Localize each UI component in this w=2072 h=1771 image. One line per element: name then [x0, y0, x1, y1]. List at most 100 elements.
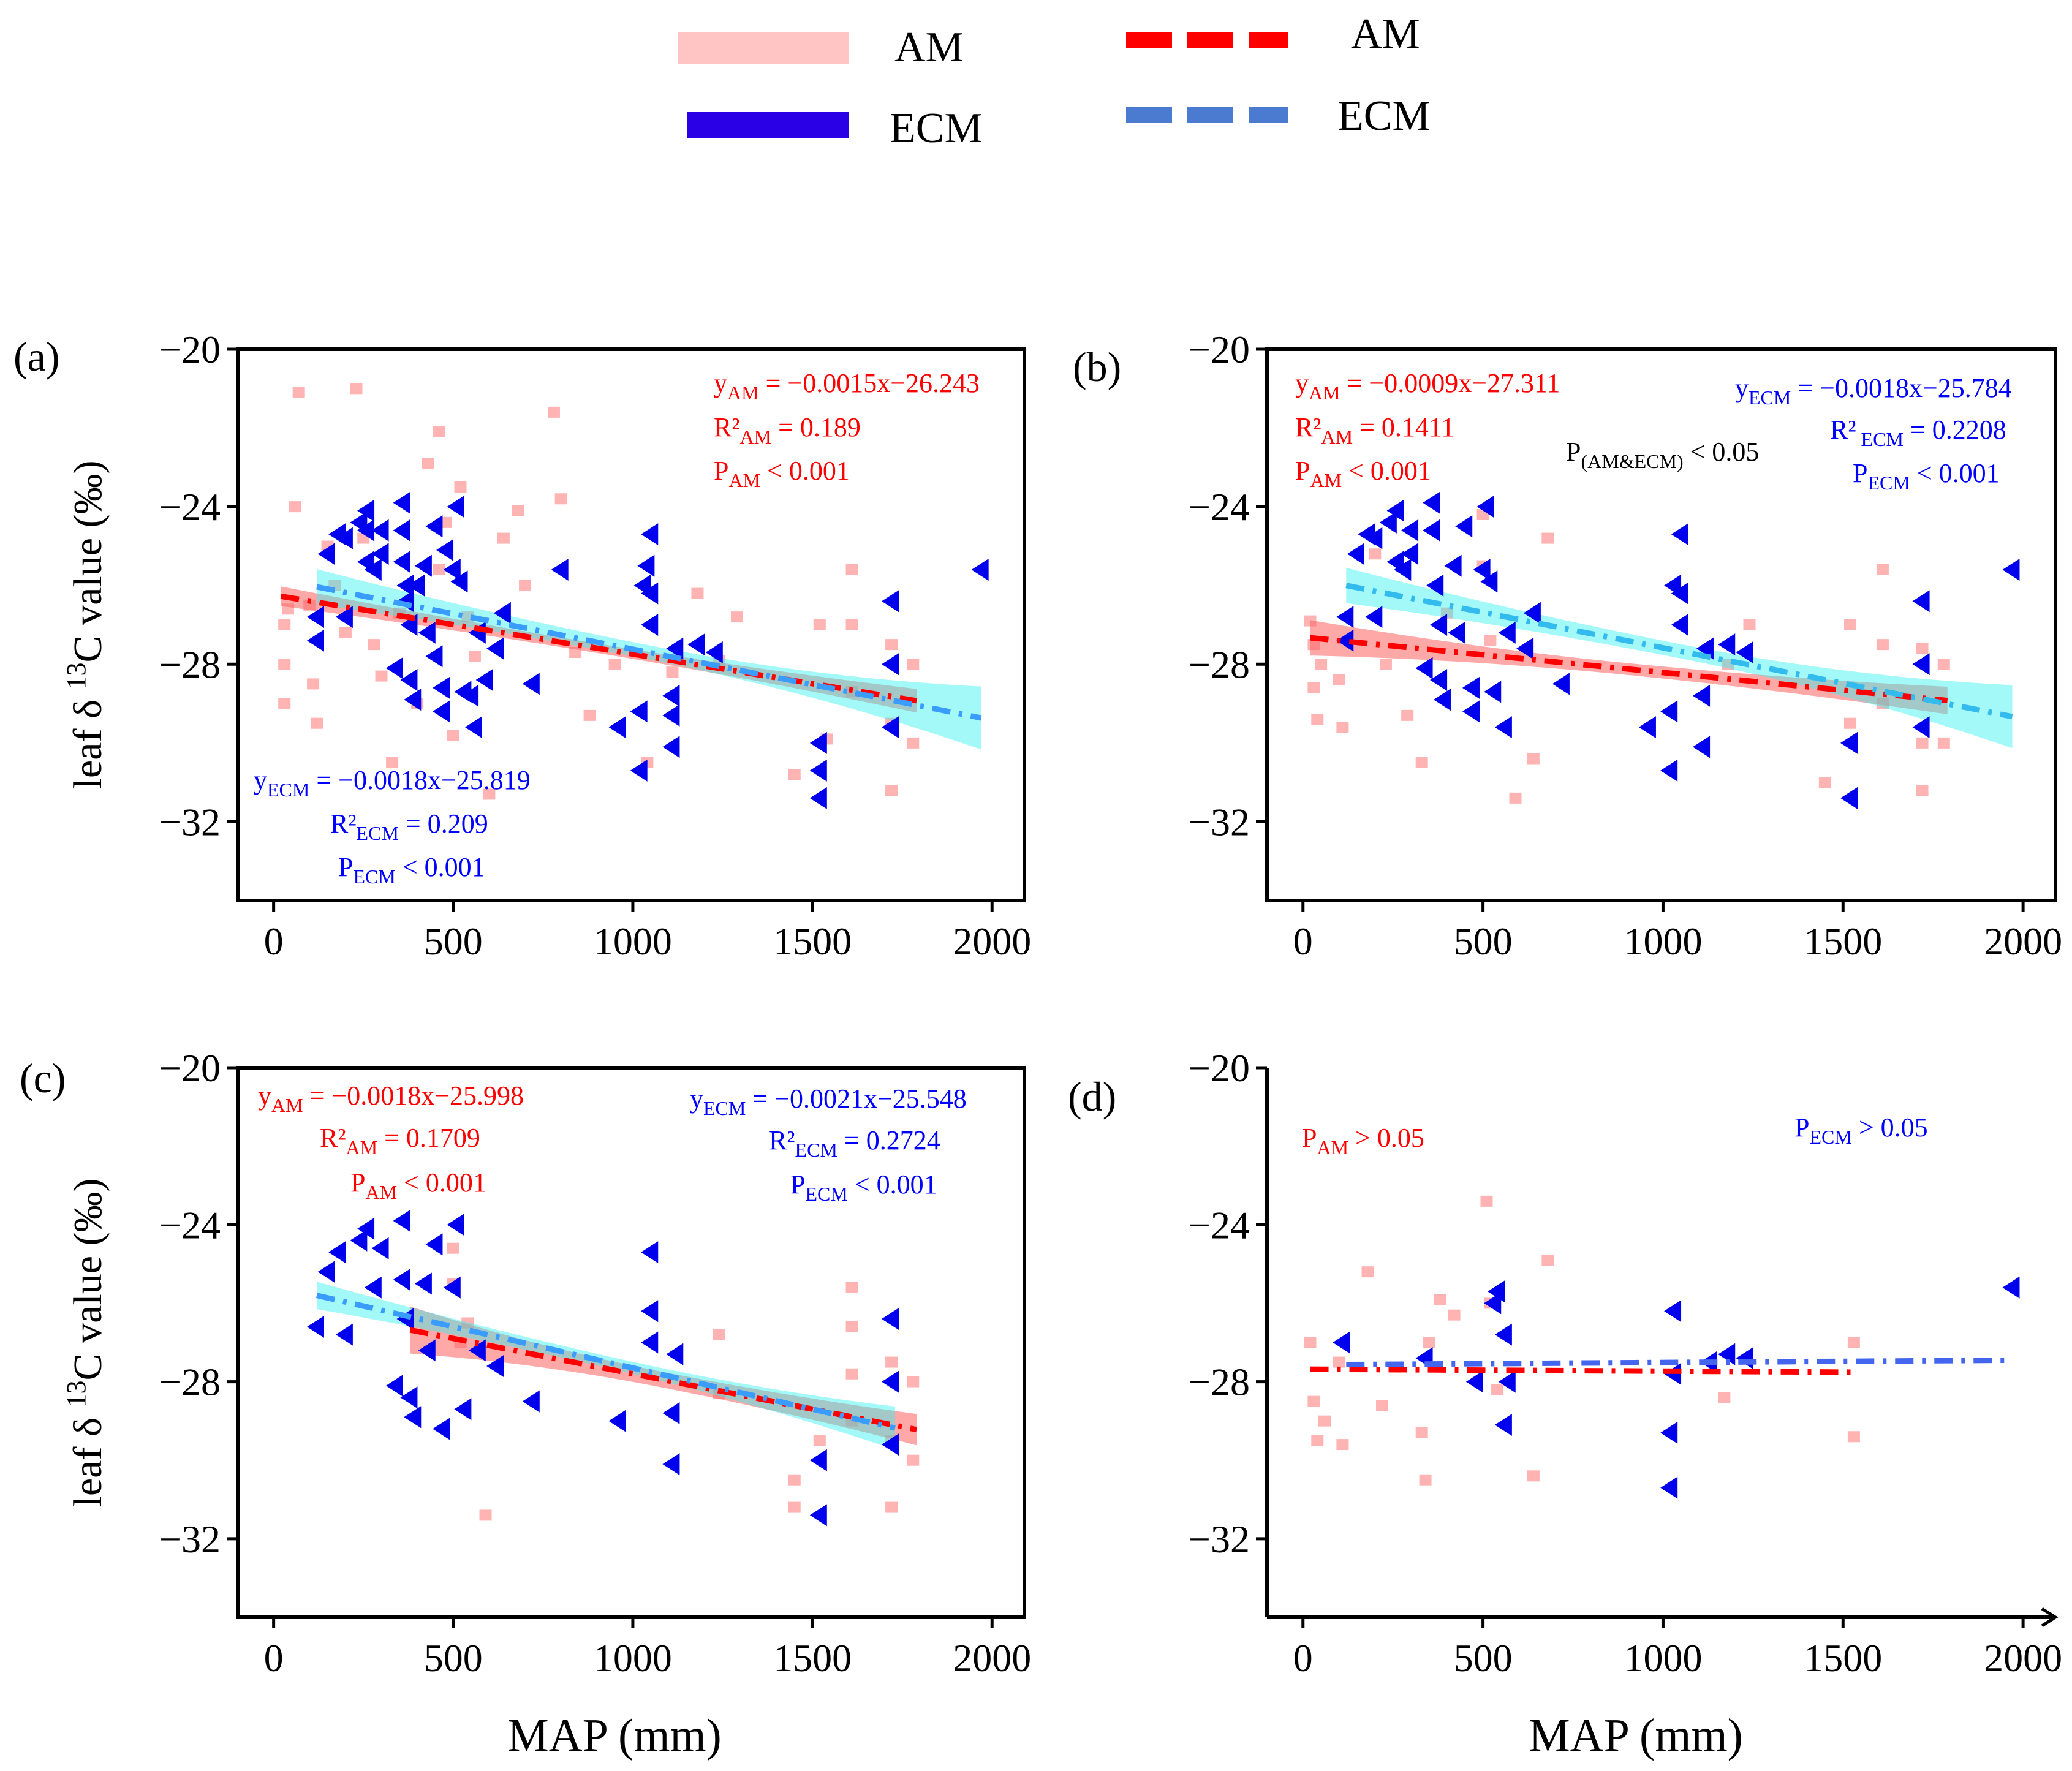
ecm-point — [306, 1315, 324, 1338]
ecm-point — [641, 582, 659, 605]
am-point — [1479, 1194, 1494, 1208]
legend-band-ecm-swatch — [687, 112, 849, 138]
am-point — [277, 618, 292, 632]
am-point — [1432, 1293, 1448, 1307]
am-point — [1483, 633, 1498, 648]
ecm-point — [1336, 606, 1354, 629]
x-tick-label: 0 — [264, 919, 284, 963]
am-point — [1421, 1335, 1437, 1350]
ecm-point — [662, 736, 680, 758]
am-point — [729, 610, 744, 624]
stat-annotation: PAM < 0.001 — [714, 456, 850, 491]
x-tick-label: 500 — [424, 919, 483, 963]
stat-annotation: yECM = −0.0018x−25.784 — [1735, 373, 2012, 409]
y-axis-label-top: leaf δ 13C value (‰) — [61, 461, 110, 790]
x-tick-label: 500 — [424, 1636, 483, 1680]
ecm-point — [1696, 637, 1714, 660]
plot-frame — [236, 1066, 1026, 1619]
legend-band-ecm-label: ECM — [890, 105, 983, 152]
plot-frame — [1265, 347, 2057, 902]
am-point — [1367, 547, 1383, 561]
ecm-point — [357, 1217, 375, 1240]
ci-band-ecm — [316, 569, 981, 750]
ecm-point — [450, 570, 468, 593]
am-point — [385, 756, 400, 769]
am-point — [844, 563, 860, 576]
ecm-point — [371, 1237, 389, 1259]
ecm-point — [335, 606, 353, 629]
am-point — [1526, 752, 1541, 766]
ecm-point — [393, 1209, 410, 1232]
am-point — [445, 728, 461, 742]
am-point — [306, 677, 321, 691]
am-point — [1742, 618, 1757, 632]
ecm-point — [1448, 621, 1465, 644]
stat-annotation: P(AM&ECM) < 0.05 — [1566, 437, 1759, 472]
am-point — [1375, 1399, 1390, 1413]
fit-line-ecm — [1345, 583, 2013, 720]
am-point — [711, 1327, 727, 1342]
ecm-point — [371, 543, 389, 565]
ecm-point — [1401, 519, 1419, 542]
x-tick-label: 2000 — [1984, 919, 2062, 963]
stat-annotation: R²AM = 0.1411 — [1295, 412, 1454, 448]
am-point — [478, 1508, 493, 1522]
ecm-point — [1718, 1343, 1736, 1365]
am-point — [906, 1375, 921, 1389]
ecm-point — [1476, 496, 1494, 518]
ecm-point — [608, 716, 626, 739]
am-point — [1414, 1425, 1429, 1440]
am-point — [1936, 736, 1951, 750]
ecm-point — [637, 554, 655, 577]
ecm-point — [1386, 499, 1404, 522]
ecm-point — [1638, 716, 1656, 739]
stat-annotation: PECM < 0.001 — [1853, 458, 2000, 494]
ecm-point — [662, 1453, 680, 1476]
ecm-point — [971, 559, 989, 581]
ecm-point — [1462, 700, 1480, 723]
ecm-point — [2002, 559, 2020, 581]
am-point — [1310, 712, 1325, 727]
stat-annotation: R²ECM = 0.209 — [330, 809, 488, 844]
ecm-point — [1671, 614, 1688, 636]
ecm-point — [1664, 1300, 1682, 1323]
ecm-point — [433, 676, 450, 699]
ecm-point — [1444, 554, 1462, 577]
ecm-point — [1484, 1292, 1502, 1315]
ecm-point — [1660, 759, 1678, 782]
ecm-point — [464, 716, 482, 739]
stat-annotation: PECM < 0.001 — [338, 852, 485, 888]
ecm-point — [1494, 1414, 1512, 1437]
am-point — [1540, 1253, 1556, 1267]
x-tick-label: 1000 — [594, 1636, 672, 1680]
am-point — [1936, 657, 1951, 671]
am-point — [1875, 563, 1890, 576]
ecm-point — [317, 543, 335, 565]
svg-text:leaf δ 13C value (‰): leaf δ 13C value (‰) — [61, 1179, 110, 1508]
ecm-point — [882, 1308, 899, 1331]
ecm-point — [1430, 614, 1448, 636]
stat-annotation: R²AM = 0.189 — [714, 412, 861, 448]
ecm-point — [400, 669, 418, 691]
am-point — [787, 1473, 802, 1487]
svg-text:leaf δ 13C value (‰): leaf δ 13C value (‰) — [61, 461, 110, 790]
am-point — [291, 385, 306, 399]
legend-band-am-swatch — [678, 32, 849, 64]
y-tick-label: −24 — [1189, 485, 1250, 529]
ecm-point — [414, 554, 432, 577]
plot-frame — [236, 347, 1026, 902]
y-tick-label: −32 — [1189, 1517, 1250, 1561]
stat-annotation: R²AM = 0.1709 — [320, 1123, 480, 1158]
am-point — [787, 768, 802, 782]
ecm-point — [1473, 559, 1491, 581]
ecm-point — [425, 645, 443, 668]
ecm-point — [493, 602, 511, 624]
x-tick-label: 1000 — [1624, 1636, 1702, 1680]
ecm-point — [486, 637, 504, 660]
am-point — [906, 1453, 921, 1467]
am-point — [884, 1355, 899, 1369]
ecm-point — [1718, 633, 1736, 656]
ecm-point — [882, 716, 899, 739]
ecm-point — [407, 574, 425, 597]
x-tick-label: 500 — [1454, 919, 1513, 963]
